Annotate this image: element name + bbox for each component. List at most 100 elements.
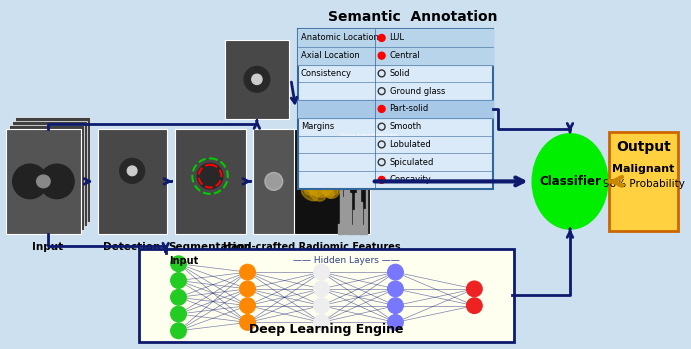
Circle shape <box>314 264 330 280</box>
FancyBboxPatch shape <box>254 129 370 234</box>
Ellipse shape <box>301 188 318 201</box>
Ellipse shape <box>307 166 334 197</box>
Ellipse shape <box>37 175 50 188</box>
Text: —— Hidden Layers ——: —— Hidden Layers —— <box>293 256 399 265</box>
FancyBboxPatch shape <box>254 129 294 234</box>
Bar <box>348 190 349 234</box>
Circle shape <box>252 74 262 84</box>
Ellipse shape <box>533 134 607 229</box>
Circle shape <box>240 281 256 297</box>
Circle shape <box>171 256 187 272</box>
Text: Input: Input <box>32 242 63 252</box>
Circle shape <box>314 281 330 297</box>
Circle shape <box>314 298 330 313</box>
Bar <box>342 197 343 234</box>
Ellipse shape <box>326 165 336 176</box>
FancyBboxPatch shape <box>609 132 678 231</box>
Bar <box>298 29 493 47</box>
Bar <box>298 47 493 65</box>
FancyBboxPatch shape <box>15 117 90 222</box>
Bar <box>340 172 341 234</box>
Ellipse shape <box>321 171 336 181</box>
Text: Margins: Margins <box>301 122 334 131</box>
Bar <box>344 176 346 234</box>
Circle shape <box>171 306 187 322</box>
FancyBboxPatch shape <box>97 129 167 234</box>
Circle shape <box>12 164 47 199</box>
Circle shape <box>388 281 404 297</box>
Bar <box>364 209 366 234</box>
Bar <box>350 193 351 234</box>
Circle shape <box>378 35 385 42</box>
Ellipse shape <box>314 178 328 186</box>
Ellipse shape <box>321 184 338 196</box>
FancyBboxPatch shape <box>225 40 289 119</box>
Ellipse shape <box>318 169 332 183</box>
FancyBboxPatch shape <box>175 129 245 234</box>
Circle shape <box>388 314 404 330</box>
Ellipse shape <box>305 161 321 178</box>
Circle shape <box>378 177 385 183</box>
Text: Part-solid: Part-solid <box>390 104 429 113</box>
Bar <box>366 162 368 234</box>
Ellipse shape <box>310 187 326 201</box>
FancyBboxPatch shape <box>139 249 514 342</box>
FancyBboxPatch shape <box>9 125 84 230</box>
Bar <box>339 224 340 234</box>
Bar <box>359 170 360 234</box>
Circle shape <box>388 264 404 280</box>
Circle shape <box>244 67 269 92</box>
Circle shape <box>388 298 404 313</box>
Ellipse shape <box>318 165 330 178</box>
Ellipse shape <box>304 180 320 195</box>
Text: Hand-crafted Radiomic Features: Hand-crafted Radiomic Features <box>223 242 401 252</box>
Circle shape <box>314 314 330 330</box>
Text: Spiculated: Spiculated <box>390 158 434 167</box>
Circle shape <box>171 273 187 288</box>
Text: Axial Location: Axial Location <box>301 51 359 60</box>
Bar <box>351 225 352 234</box>
Circle shape <box>466 298 482 313</box>
Bar <box>298 100 493 118</box>
Circle shape <box>171 289 187 305</box>
Ellipse shape <box>313 167 331 176</box>
Ellipse shape <box>307 169 320 183</box>
Ellipse shape <box>311 167 325 183</box>
Circle shape <box>120 158 144 183</box>
Ellipse shape <box>307 173 323 184</box>
Text: Consistency: Consistency <box>301 69 352 78</box>
Bar <box>357 179 358 234</box>
Text: 98% Probability: 98% Probability <box>603 179 684 189</box>
Ellipse shape <box>321 183 332 194</box>
Ellipse shape <box>307 163 324 181</box>
Text: Shape Index Histogram: Shape Index Histogram <box>341 133 398 138</box>
Circle shape <box>127 166 137 176</box>
Circle shape <box>240 314 256 330</box>
Text: Segmentation: Segmentation <box>169 242 252 252</box>
Circle shape <box>39 164 74 199</box>
Ellipse shape <box>303 179 316 192</box>
Circle shape <box>197 163 223 189</box>
Bar <box>346 157 347 234</box>
Text: Semantic  Annotation: Semantic Annotation <box>328 10 498 24</box>
Ellipse shape <box>323 187 334 198</box>
Ellipse shape <box>318 164 329 181</box>
Circle shape <box>171 323 187 339</box>
Bar <box>361 202 362 234</box>
Circle shape <box>378 105 385 112</box>
Text: Detection: Detection <box>104 242 161 252</box>
Circle shape <box>265 172 283 190</box>
Text: Solid: Solid <box>390 69 410 78</box>
Text: Anatomic Location: Anatomic Location <box>301 34 379 43</box>
Ellipse shape <box>320 166 335 180</box>
Ellipse shape <box>321 167 334 179</box>
Ellipse shape <box>305 174 319 188</box>
Bar <box>362 225 363 234</box>
Bar <box>355 193 357 234</box>
Ellipse shape <box>323 179 341 199</box>
Circle shape <box>466 281 482 297</box>
FancyBboxPatch shape <box>12 121 87 226</box>
Text: Ground glass: Ground glass <box>390 87 445 96</box>
Text: Output: Output <box>616 140 671 154</box>
Ellipse shape <box>308 180 325 196</box>
